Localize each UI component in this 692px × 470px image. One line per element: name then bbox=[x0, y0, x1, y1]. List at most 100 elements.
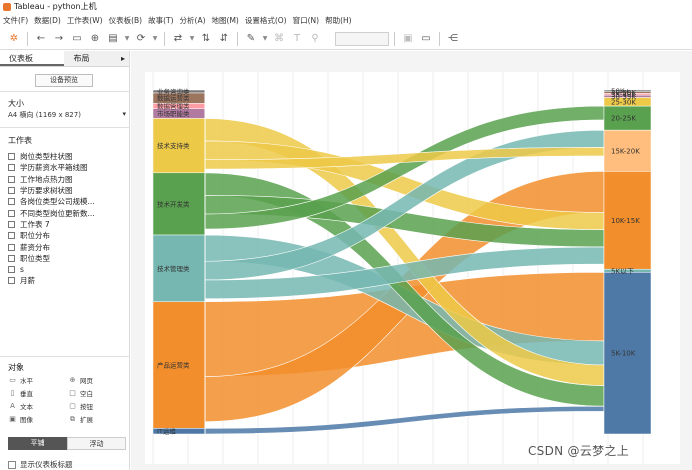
object-blank[interactable]: □ 空白 bbox=[68, 387, 126, 399]
sankey-left-label: 技术支持类 bbox=[157, 141, 190, 150]
sankey-right-node[interactable] bbox=[603, 105, 652, 131]
sheet-icon bbox=[8, 164, 15, 172]
object-label: 水平 bbox=[20, 377, 33, 385]
web-page-icon: ⊕ bbox=[69, 376, 76, 384]
fit-dropdown[interactable] bbox=[335, 31, 389, 46]
object-button[interactable]: ▢ 按钮 bbox=[68, 400, 126, 412]
tab-dashboard[interactable]: 仪表板 bbox=[0, 51, 65, 66]
sankey-left-node[interactable] bbox=[152, 118, 206, 174]
horizontal-icon: ▭ bbox=[9, 376, 16, 384]
redo-icon[interactable]: → bbox=[54, 33, 64, 44]
object-text[interactable]: A 文本 bbox=[8, 400, 68, 412]
sheet-item[interactable]: 不同类型岗位更新数... bbox=[8, 207, 95, 218]
sankey-left-node[interactable] bbox=[152, 172, 206, 236]
sankey-left-label: 技术管理类 bbox=[157, 264, 190, 273]
presentation-icon[interactable]: ▭ bbox=[421, 33, 431, 44]
sheet-item[interactable]: 薪资分布 bbox=[8, 241, 95, 252]
sheet-item-label: 学历薪资水平箱线图 bbox=[20, 163, 88, 173]
menu-format[interactable]: 设置格式(O) bbox=[244, 15, 287, 25]
sheet-item-label: s bbox=[20, 265, 24, 275]
group-icon[interactable]: ⌘ bbox=[274, 33, 284, 44]
sheet-icon bbox=[8, 266, 15, 274]
menu-window[interactable]: 窗口(N) bbox=[292, 15, 320, 25]
menu-dashboard[interactable]: 仪表板(B) bbox=[108, 15, 143, 25]
checkbox-icon bbox=[8, 460, 16, 469]
object-vertical[interactable]: ▯ 垂直 bbox=[8, 387, 68, 399]
sheet-item[interactable]: 职位类型 bbox=[8, 253, 95, 264]
sheet-item[interactable]: 月薪 bbox=[8, 275, 95, 286]
divider bbox=[0, 127, 130, 128]
title-bar: Tableau - python上机 bbox=[0, 0, 692, 13]
sankey-right-label: 10K-15K bbox=[611, 217, 640, 225]
object-extension[interactable]: ⧉ 扩展 bbox=[68, 413, 126, 425]
save-icon[interactable]: ▭ bbox=[72, 33, 82, 44]
sankey-right-node[interactable] bbox=[603, 171, 652, 270]
size-select[interactable]: A4 横向 (1169 x 827) ▾ bbox=[8, 110, 126, 121]
label-icon[interactable]: T bbox=[293, 33, 301, 44]
tiled-floating-toggle: 平铺 浮动 bbox=[8, 437, 126, 450]
chevron-down-icon[interactable]: ▼ bbox=[262, 35, 268, 42]
object-label: 空白 bbox=[80, 390, 93, 398]
sheet-item[interactable]: 学历薪资水平箱线图 bbox=[8, 162, 95, 173]
menu-bar: 文件(F) 数据(D) 工作表(W) 仪表板(B) 故事(T) 分析(A) 地图… bbox=[0, 13, 692, 27]
tiled-button[interactable]: 平铺 bbox=[8, 437, 67, 450]
chevron-down-icon: ▾ bbox=[122, 110, 126, 118]
objects-grid: ▭ 水平 ⊕ 网页 ▯ 垂直 □ 空白 A 文本 ▢ 按钮 ▣ 图像 ⧉ 扩展 bbox=[8, 374, 126, 425]
new-sheet-icon[interactable]: ▤ bbox=[108, 33, 118, 44]
chevron-down-icon[interactable]: ▼ bbox=[152, 35, 158, 42]
menu-file[interactable]: 文件(F) bbox=[3, 15, 29, 25]
floating-button[interactable]: 浮动 bbox=[67, 437, 126, 450]
tableau-logo-icon[interactable]: ✲ bbox=[9, 33, 19, 44]
undo-icon[interactable]: ← bbox=[36, 33, 46, 44]
sankey-dashboard[interactable]: 业务咨询类 数据运营类 数据管理类 市场职能类 技术支持类 技术开发类 技术管理类 产品运营类… bbox=[145, 72, 680, 464]
menu-map[interactable]: 地图(M) bbox=[211, 15, 239, 25]
object-web-page[interactable]: ⊕ 网页 bbox=[68, 374, 126, 386]
object-horizontal[interactable]: ▭ 水平 bbox=[8, 374, 68, 386]
refresh-icon[interactable]: ⟳ bbox=[136, 33, 146, 44]
menu-worksheet[interactable]: 工作表(W) bbox=[66, 15, 103, 25]
fit-icon[interactable]: ▣ bbox=[403, 33, 413, 44]
menu-data[interactable]: 数据(D) bbox=[34, 15, 61, 25]
new-datasource-icon[interactable]: ⊕ bbox=[90, 33, 100, 44]
object-label: 按钮 bbox=[80, 403, 93, 411]
sankey-left-node[interactable] bbox=[152, 234, 206, 302]
toolbar: ✲ ← → ▭ ⊕ ▤ ▼ ⟳ ▼ ⇄ ▼ ⇅ ⇵ ✎ ▼ ⌘ T ⚲ ▣ ▭ … bbox=[0, 28, 692, 50]
sankey-nodes bbox=[152, 89, 652, 435]
highlight-icon[interactable]: ✎ bbox=[246, 33, 256, 44]
object-label: 文本 bbox=[20, 403, 33, 411]
chevron-down-icon[interactable]: ▼ bbox=[124, 35, 130, 42]
sheet-item[interactable]: 工作表 7 bbox=[8, 219, 95, 230]
sheet-item[interactable]: s bbox=[8, 264, 95, 275]
object-image[interactable]: ▣ 图像 bbox=[8, 413, 68, 425]
sheet-icon bbox=[8, 175, 15, 183]
sankey-right-node[interactable] bbox=[603, 129, 652, 172]
menu-story[interactable]: 故事(T) bbox=[148, 15, 174, 25]
sheet-item[interactable]: 岗位类型柱状图 bbox=[8, 151, 95, 162]
device-preview-button[interactable]: 设备预览 bbox=[35, 74, 93, 87]
share-icon[interactable]: ⋲ bbox=[448, 33, 458, 44]
sheet-item[interactable]: 学历要求树状图 bbox=[8, 185, 95, 196]
sheet-item-label: 学历要求树状图 bbox=[20, 186, 73, 196]
sheet-icon bbox=[8, 220, 15, 228]
sort-asc-icon[interactable]: ⇅ bbox=[201, 33, 211, 44]
show-title-checkbox[interactable]: 显示仪表板标题 bbox=[8, 459, 73, 470]
sheet-item[interactable]: 职位分布 bbox=[8, 230, 95, 241]
chevron-down-icon[interactable]: ▼ bbox=[189, 35, 195, 42]
sankey-right-label: 5K-10K bbox=[611, 350, 636, 358]
sheet-item[interactable]: 各岗位类型公司规模... bbox=[8, 196, 95, 207]
sankey-left-node[interactable] bbox=[152, 301, 206, 429]
toolbar-separator bbox=[27, 31, 28, 46]
swap-icon[interactable]: ⇄ bbox=[173, 33, 183, 44]
pin-icon[interactable]: ⚲ bbox=[311, 33, 319, 44]
chevron-right-icon: ▸ bbox=[120, 54, 125, 63]
tab-layout[interactable]: 布局 ▸ bbox=[64, 51, 129, 66]
sankey-right-node[interactable] bbox=[603, 272, 652, 435]
sort-desc-icon[interactable]: ⇵ bbox=[219, 33, 229, 44]
extension-icon: ⧉ bbox=[70, 414, 75, 423]
tab-layout-label: 布局 bbox=[73, 54, 90, 63]
sidebar-tabs: 仪表板 布局 ▸ bbox=[0, 51, 129, 67]
sankey-left-label: 市场职能类 bbox=[157, 109, 190, 118]
sheet-item[interactable]: 工作地点热力图 bbox=[8, 174, 95, 185]
menu-help[interactable]: 帮助(H) bbox=[325, 15, 352, 25]
menu-analysis[interactable]: 分析(A) bbox=[179, 15, 206, 25]
